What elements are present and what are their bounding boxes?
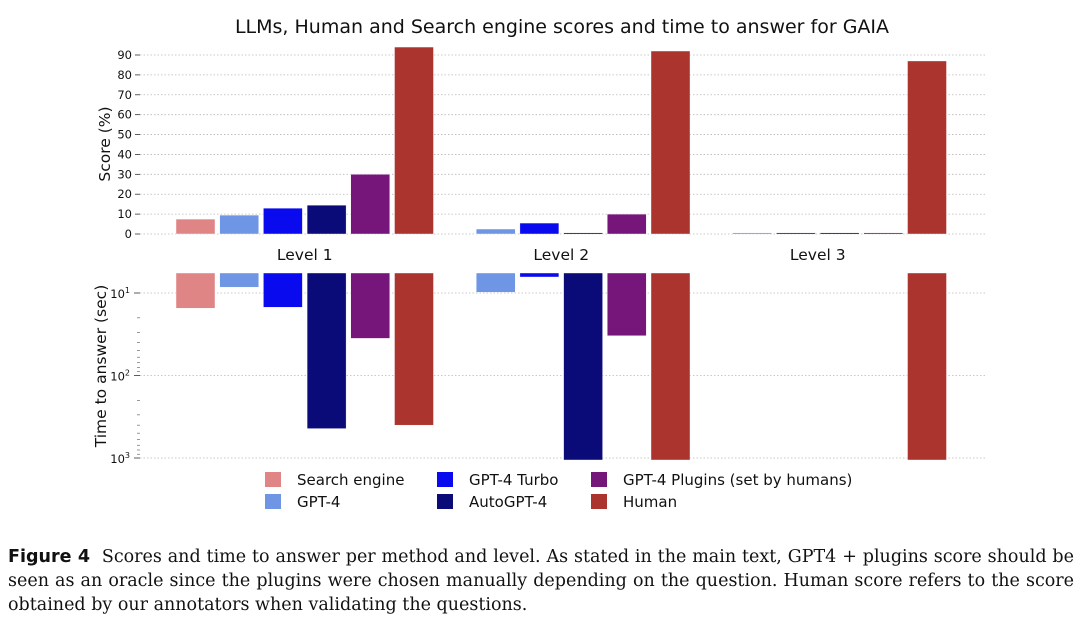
score-y-axis-label: Score (%) [96,106,114,181]
legend-label: GPT-4 Plugins (set by humans) [623,471,852,489]
legend-swatch-gpt-4-turbo [437,472,453,487]
score-bar-search-engine [175,218,216,235]
time-bar-gpt-4-plugins-set-by-humans [607,272,647,336]
time-bar-autogpt-4 [306,272,347,429]
legend-label: GPT-4 Turbo [469,471,558,489]
score-bar-human [394,46,434,235]
time-bar-gpt-4 [219,272,259,288]
score-tick-label: 80 [117,68,132,82]
score-tick-label: 50 [117,128,132,142]
score-tick-label: 70 [117,88,132,102]
level-label: Level 2 [533,246,589,264]
level-label: Level 3 [790,246,846,264]
score-bar-gpt-4 [732,232,772,235]
score-bars [175,46,947,235]
legend-swatch-search-engine [265,472,281,487]
score-bar-human [907,60,947,235]
score-bar-autogpt-4 [819,232,860,235]
time-bar-gpt-4-plugins-set-by-humans [350,272,390,339]
legend-swatch-human [591,494,607,509]
score-tick-label: 60 [117,108,132,122]
score-panel: 0 10 20 30 40 50 60 70 80 90 Score (%) [96,46,985,241]
figure-label: Figure 4 [8,547,91,567]
score-tick-label: 20 [117,187,132,201]
time-tick-label: 103 [110,451,130,466]
score-bar-gpt-4 [476,228,516,235]
time-bars [175,272,947,461]
time-panel: 101 102 103 Time to answer (sec) [92,272,985,466]
score-bar-gpt-4-turbo [776,232,816,235]
score-gridlines [140,54,985,235]
time-bar-gpt-4-turbo [263,272,303,308]
score-bar-gpt-4-plugins-set-by-humans [607,213,647,235]
time-bar-search-engine [175,272,216,309]
score-tick-label: 40 [117,147,132,161]
figure-caption: Figure 4 Scores and time to answer per m… [8,545,1074,617]
score-bar-human [650,50,691,235]
legend-swatch-autogpt-4 [437,494,453,509]
time-bar-gpt-4 [476,272,516,293]
time-bar-autogpt-4 [563,272,603,461]
legend-label: Search engine [297,471,404,489]
score-bar-gpt-4 [219,214,259,235]
score-bar-autogpt-4 [563,232,603,235]
legend-label: Human [623,493,677,511]
legend-label: GPT-4 [297,493,340,511]
level-labels: Level 1 Level 2 Level 3 [277,246,846,264]
time-tick-label: 101 [110,286,130,301]
time-y-ticks: 101 102 103 [110,286,140,466]
score-bar-gpt-4-turbo [519,222,560,235]
time-bar-human [650,272,691,461]
legend-swatch-gpt-4 [265,494,281,509]
score-tick-label: 30 [117,167,132,181]
score-bar-gpt-4-plugins-set-by-humans [350,174,390,235]
score-bar-gpt-4-plugins-set-by-humans [863,232,903,235]
legend: Search engine GPT-4 GPT-4 Turbo AutoGPT-4 GP… [265,471,852,511]
score-tick-label: 10 [117,207,132,221]
legend-swatch-gpt-4-plugins-set-by-humans [591,472,607,487]
score-bar-autogpt-4 [306,204,347,235]
time-tick-label: 102 [110,369,130,384]
legend-label: AutoGPT-4 [469,493,547,511]
score-tick-label: 90 [117,48,132,62]
gaia-figure: LLMs, Human and Search engine scores and… [92,16,985,511]
time-gridlines [140,292,985,459]
time-y-axis-label: Time to answer (sec) [92,285,110,449]
time-bar-human [907,272,947,461]
caption-text: Scores and time to answer per method and… [8,547,1074,615]
score-y-ticks: 0 10 20 30 40 50 60 70 80 90 [117,48,140,241]
chart-title: LLMs, Human and Search engine scores and… [235,16,889,38]
score-tick-label: 0 [125,227,132,241]
time-bar-human [394,272,434,426]
score-bar-gpt-4-turbo [263,207,303,235]
level-label: Level 1 [277,246,333,264]
time-bar-gpt-4-turbo [519,272,560,278]
